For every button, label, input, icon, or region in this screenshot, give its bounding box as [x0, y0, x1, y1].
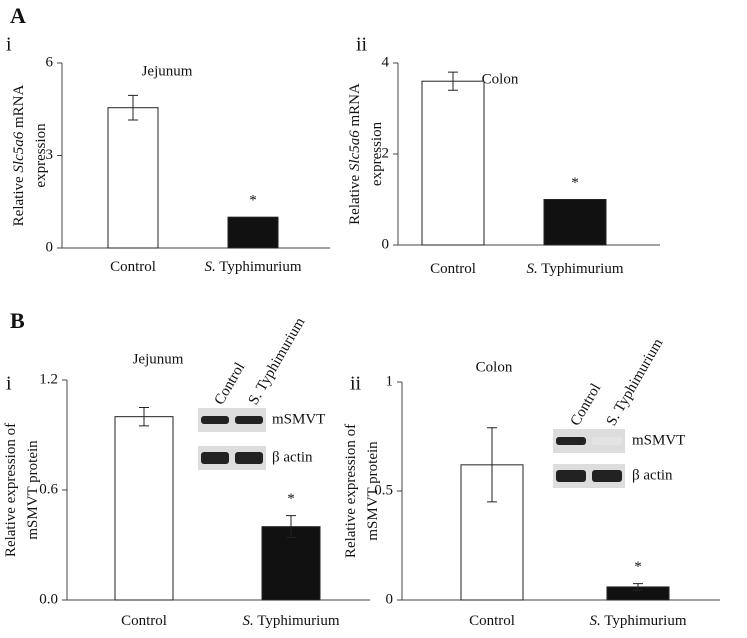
y-tick-label: 0.0 — [39, 591, 58, 607]
y-tick-label: 1.2 — [39, 371, 58, 387]
x-tick-label-part: Control — [469, 613, 515, 629]
x-tick-label: Control — [430, 261, 476, 277]
y-tick-label: 0 — [386, 591, 394, 607]
y-axis-label: Relative expression of — [3, 423, 19, 557]
x-tick-label-part: S. — [204, 259, 215, 275]
section-label: A — [10, 3, 26, 28]
significance-mark: * — [287, 491, 295, 507]
bar — [114, 416, 174, 601]
bar — [107, 107, 159, 249]
section-label: B — [10, 308, 25, 333]
lane-label: Control — [568, 381, 605, 429]
blot-row-label: β actin — [272, 449, 313, 465]
bar — [227, 216, 279, 249]
y-tick-label: 0 — [382, 236, 390, 252]
x-tick-label: S. Typhimurium — [526, 261, 623, 277]
y-axis-label: Relative Slc5a6 mRNA — [11, 85, 27, 227]
blot-band — [235, 416, 263, 424]
significance-mark: * — [634, 559, 642, 575]
x-tick-label: S. Typhimurium — [242, 613, 339, 629]
y-tick-label: 1 — [386, 373, 394, 389]
y-axis-label-part: Relative — [347, 171, 363, 225]
error-bar — [448, 71, 458, 91]
y-axis-label-part: mRNA — [11, 85, 27, 132]
panel-label: ii — [350, 373, 362, 395]
blot-band — [201, 416, 229, 424]
blot-row-label: β actin — [632, 467, 673, 483]
y-axis-label: mSMVT protein — [25, 440, 41, 540]
x-tick-label: Control — [110, 259, 156, 275]
error-bar — [633, 583, 643, 591]
y-axis-label-part: mSMVT protein — [25, 440, 41, 540]
bar — [261, 526, 321, 601]
significance-mark: * — [249, 193, 257, 209]
x-tick-label-part: S. — [589, 613, 600, 629]
y-tick-label: 0.6 — [39, 481, 58, 497]
blot-band — [592, 470, 622, 482]
panel-label: ii — [356, 34, 368, 56]
blot-band — [235, 452, 263, 464]
y-axis-label: Relative Slc5a6 mRNA — [347, 83, 363, 225]
lane-label: S. Typhimurium — [604, 336, 667, 429]
x-tick-label: S. Typhimurium — [589, 613, 686, 629]
y-tick-label: 0 — [46, 239, 54, 255]
x-tick-label-part: Control — [430, 261, 476, 277]
panel-label: i — [6, 373, 12, 395]
y-axis-label: Relative expression of — [343, 424, 359, 558]
y-axis-label: expression — [369, 121, 385, 186]
blot-band — [592, 437, 622, 445]
x-tick-label-part: Control — [110, 259, 156, 275]
y-axis-label-part: Slc5a6 — [347, 130, 363, 171]
x-tick-label-part: Typhimurium — [538, 261, 624, 277]
x-tick-label-part: Typhimurium — [216, 259, 302, 275]
error-bar — [139, 407, 149, 427]
y-axis-label-part: Relative expression of — [3, 423, 19, 557]
x-tick-label-part: S. — [242, 613, 253, 629]
error-bar — [286, 515, 296, 539]
lane-label: Control — [212, 360, 249, 408]
y-tick-label: 6 — [46, 54, 54, 70]
x-tick-label-part: Typhimurium — [601, 613, 687, 629]
blot-row-label: mSMVT — [272, 411, 325, 427]
lane-label: S. Typhimurium — [246, 315, 309, 408]
y-axis-label-part: Relative expression of — [343, 424, 359, 558]
y-tick-label: 4 — [382, 54, 390, 70]
chart-title: Jejunum — [133, 351, 184, 367]
blot-band — [556, 470, 586, 482]
x-tick-label-part: S. — [526, 261, 537, 277]
blot-band — [556, 437, 586, 445]
significance-mark: * — [571, 175, 579, 191]
bar — [543, 199, 607, 246]
chart-title: Colon — [476, 359, 513, 375]
x-tick-label-part: Control — [121, 613, 167, 629]
x-tick-label: S. Typhimurium — [204, 259, 301, 275]
error-bar — [128, 94, 138, 121]
blot-band — [201, 452, 229, 464]
y-axis-label: expression — [33, 123, 49, 188]
y-axis-label: mSMVT protein — [365, 441, 381, 541]
y-axis-label-part: expression — [33, 123, 49, 188]
error-bar — [487, 427, 497, 503]
y-tick-label: 2 — [382, 145, 390, 161]
y-axis-label-part: expression — [369, 121, 385, 186]
chart-title: Colon — [482, 71, 519, 87]
bar — [421, 80, 485, 246]
blot-row-label: mSMVT — [632, 432, 685, 448]
panel-label: i — [6, 34, 12, 56]
y-axis-label-part: Slc5a6 — [11, 131, 27, 172]
y-tick-label: 0.5 — [374, 482, 393, 498]
y-axis-label-part: Relative — [11, 173, 27, 227]
x-tick-label: Control — [469, 613, 515, 629]
y-tick-label: 3 — [46, 147, 54, 163]
x-tick-label-part: Typhimurium — [254, 613, 340, 629]
chart-title: Jejunum — [142, 63, 193, 79]
y-axis-label-part: mSMVT protein — [365, 441, 381, 541]
x-tick-label: Control — [121, 613, 167, 629]
y-axis-label-part: mRNA — [347, 83, 363, 130]
